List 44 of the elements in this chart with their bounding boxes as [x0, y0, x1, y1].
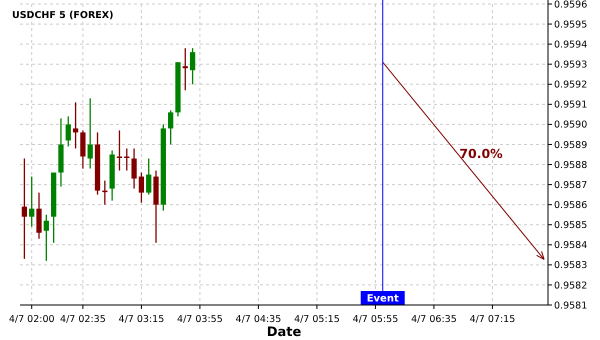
y-tick-label: 0.9589	[554, 140, 588, 151]
candlestick	[29, 176, 34, 228]
x-tick-label: 4/7 07:15	[470, 314, 516, 325]
candlestick	[168, 110, 174, 146]
candlestick	[131, 148, 137, 190]
x-tick-label: 4/7 05:55	[352, 314, 398, 325]
candlestick	[116, 130, 122, 172]
y-tick-label: 0.9586	[554, 200, 588, 211]
y-tick-label: 0.9587	[554, 180, 588, 191]
x-tick-label: 4/7 03:55	[177, 314, 223, 325]
y-tick-label: 0.9588	[554, 160, 588, 171]
y-tick-label: 0.9594	[554, 39, 588, 50]
x-tick-label: 4/7 02:35	[60, 314, 106, 325]
y-tick-label: 0.9582	[554, 280, 588, 292]
y-tick-label: 0.9592	[554, 80, 588, 91]
y-tick-label: 0.9585	[554, 220, 588, 232]
x-tick-label: 4/7 04:35	[236, 314, 282, 325]
y-tick-label: 0.9596	[554, 0, 588, 10]
y-tick-label: 0.9593	[554, 60, 588, 71]
y-tick-label: 0.9583	[554, 260, 588, 272]
x-tick-label: 4/7 02:00	[8, 314, 55, 325]
candlestick	[102, 180, 108, 206]
ref-line-label: Event	[366, 294, 399, 304]
candlestick	[146, 158, 152, 196]
candlestick	[22, 158, 28, 260]
y-tick-label: 0.9595	[554, 19, 588, 30]
candlestick	[72, 102, 78, 150]
y-tick-label: 0.9581	[554, 300, 588, 312]
candlestick	[138, 172, 144, 204]
annotation: 70.0%	[459, 146, 504, 161]
y-tick-label: 0.9590	[554, 120, 588, 131]
candlestick	[190, 47, 196, 85]
text: USDCHF 5 (FOREX)	[12, 10, 114, 21]
candlestick	[88, 98, 93, 170]
candlestick	[44, 214, 49, 262]
candlestick	[182, 47, 188, 91]
y-tick-label: 0.9584	[554, 240, 588, 252]
x-axis-title: Date	[266, 325, 302, 340]
candlestick	[124, 148, 130, 172]
x-tick-label: 4/7 03:15	[118, 314, 164, 325]
x-tick-label: 4/7 05:15	[294, 314, 340, 325]
x-tick-label: 4/7 06:35	[411, 314, 457, 325]
candlestick	[66, 116, 71, 148]
y-tick-label: 0.9591	[554, 100, 588, 111]
